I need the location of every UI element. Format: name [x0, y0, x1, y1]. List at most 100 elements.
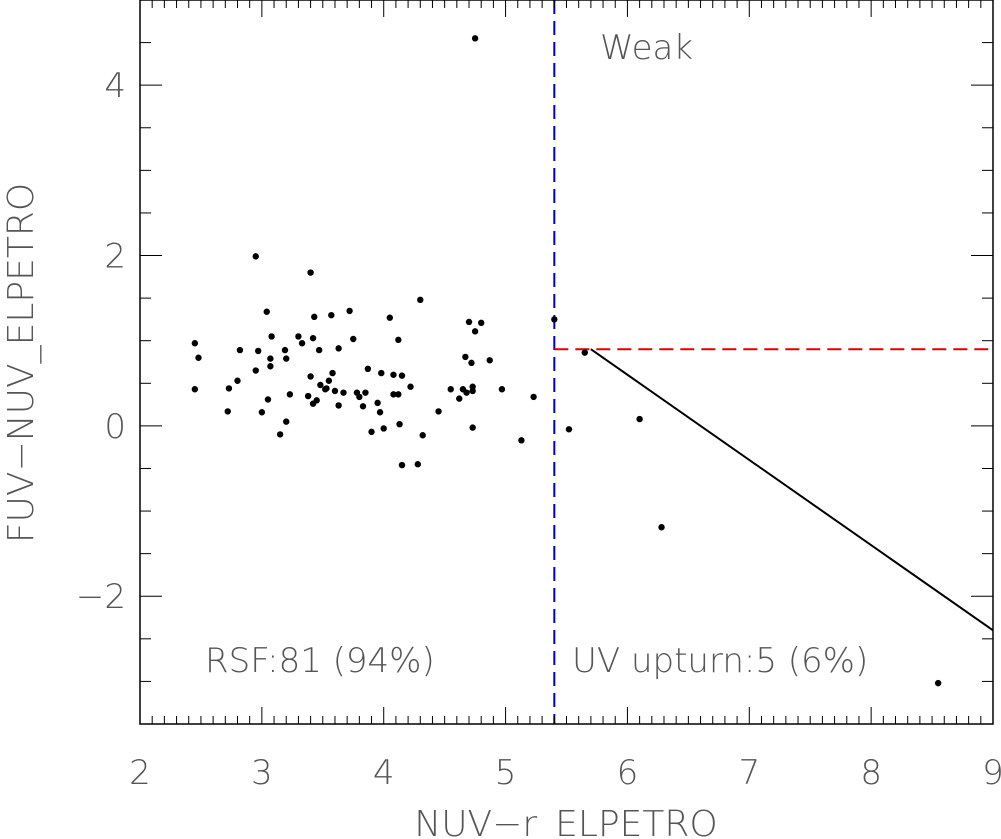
data-point [225, 385, 233, 392]
data-point [350, 335, 357, 343]
data-point [195, 354, 202, 361]
data-point [414, 461, 422, 468]
data-point [471, 328, 479, 335]
data-point [417, 296, 424, 304]
data-point [276, 431, 284, 438]
plot-frame [139, 0, 994, 725]
data-point [356, 393, 363, 401]
x-tick-label: 8 [860, 753, 882, 793]
data-point [478, 319, 485, 327]
data-point [376, 409, 384, 416]
data-point [565, 426, 573, 433]
x-tick-label: 5 [495, 753, 517, 793]
data-point [456, 395, 463, 402]
data-point [311, 313, 318, 321]
plot-lines [553, 0, 994, 724]
data-point [551, 316, 558, 323]
data-point [255, 347, 262, 355]
data-point [398, 461, 406, 469]
data-point [325, 377, 333, 384]
data-point [395, 336, 402, 344]
data-point [252, 367, 259, 374]
data-point [340, 389, 347, 396]
data-point [419, 432, 426, 439]
data-point [236, 346, 244, 354]
x-tick-label: 4 [373, 753, 395, 793]
data-point [191, 386, 199, 393]
data-point [359, 403, 367, 410]
data-point [258, 409, 266, 416]
data-point [395, 391, 402, 398]
uv-upturn-label: UV upturn:5 (6%) [572, 641, 868, 681]
data-point [267, 363, 274, 370]
data-point [283, 355, 290, 362]
data-point [518, 437, 525, 444]
data-point [380, 425, 387, 432]
data-point [335, 345, 342, 352]
data-point [364, 365, 372, 373]
axes [139, 0, 994, 725]
data-point [313, 397, 320, 404]
data-point [386, 314, 394, 321]
data-point [191, 340, 199, 347]
data-point [264, 396, 272, 403]
rsf-label: RSF:81 (94%) [205, 641, 435, 681]
x-tick-label: 3 [251, 753, 273, 793]
data-point [465, 318, 473, 326]
data-point [498, 386, 506, 393]
data-point [398, 372, 406, 379]
data-point [309, 334, 317, 342]
data-point [263, 308, 270, 315]
data-point [390, 391, 397, 398]
weak-label: Weak [600, 28, 693, 68]
data-point [295, 333, 302, 340]
data-point [468, 359, 475, 367]
data-points [191, 35, 942, 687]
data-point [307, 269, 314, 276]
data-point [224, 408, 231, 415]
data-point [530, 393, 537, 401]
data-point [268, 333, 275, 340]
x-tick-label: 2 [129, 753, 151, 793]
data-point [298, 340, 306, 347]
data-point [286, 391, 294, 398]
data-point [329, 369, 336, 377]
x-tick-label: 9 [982, 753, 1001, 793]
data-point [346, 307, 353, 315]
tick-labels: 2 3 4 5 6 7 8 9 −2 0 2 4 [76, 66, 1001, 793]
data-point [658, 524, 665, 531]
x-tick-label: 6 [617, 753, 639, 793]
data-point [283, 418, 290, 425]
x-axis-label: NUV−r_ELPETRO [414, 804, 717, 839]
data-point [304, 392, 312, 400]
data-point [396, 420, 403, 428]
y-tick-label: 4 [104, 66, 126, 106]
data-point [323, 385, 330, 392]
data-point [307, 373, 314, 380]
data-point [378, 369, 385, 377]
y-tick-label: −2 [76, 577, 126, 617]
data-point [469, 424, 476, 431]
data-point [281, 346, 289, 354]
data-point [317, 381, 324, 389]
y-tick-label: 0 [104, 407, 126, 447]
data-point [636, 415, 643, 423]
data-point [234, 377, 241, 384]
data-point [374, 399, 381, 407]
data-point [934, 679, 942, 687]
data-point [581, 349, 588, 356]
data-point [462, 353, 469, 361]
data-point [486, 357, 493, 364]
data-point [447, 386, 454, 393]
data-point [252, 253, 259, 260]
data-point [463, 389, 470, 396]
data-point [267, 355, 274, 362]
data-point [368, 428, 375, 436]
data-point [315, 346, 323, 354]
y-axis-label: FUV−NUV_ELPETRO [1, 183, 42, 543]
x-tick-label: 7 [738, 753, 760, 793]
data-point [335, 402, 342, 409]
black-diagonal-line [590, 348, 994, 632]
data-point [390, 371, 397, 378]
